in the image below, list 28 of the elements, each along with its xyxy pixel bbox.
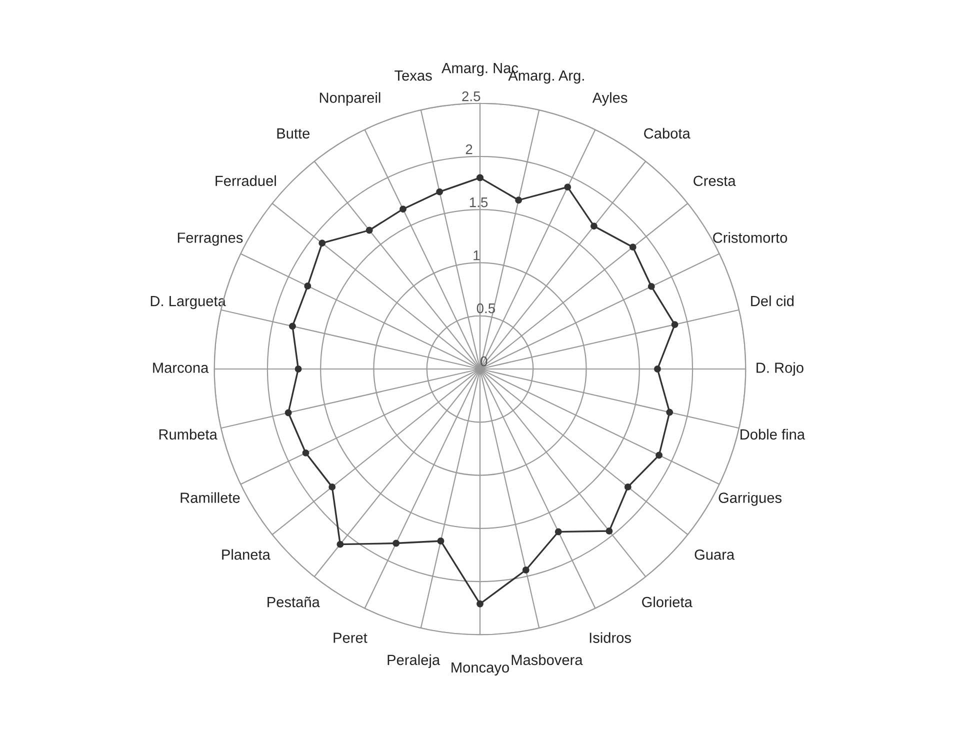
y-tick-label: 2.5 <box>462 91 480 102</box>
spoke-label: Ramillete <box>180 492 240 503</box>
y-tick-label: 2 <box>466 144 472 154</box>
spoke-label: Del cid <box>751 296 794 306</box>
spoke-label: Ferraduel <box>216 175 276 186</box>
spoke-label: Butte <box>277 128 310 139</box>
spoke-label: D. Rojo <box>756 362 804 376</box>
spoke-label: Ayles <box>592 92 628 106</box>
spoke-label: Peraleja <box>388 654 440 668</box>
spoke-label: Cabota <box>644 128 690 139</box>
spoke-label: Isidros <box>590 632 631 643</box>
spoke-label: Cristomorto <box>713 232 788 243</box>
spoke-label: Garrigues <box>718 492 782 506</box>
spoke-label: Cresta <box>694 176 736 186</box>
spoke-label: Doble fina <box>740 428 806 440</box>
spoke-label: Planeta <box>222 549 270 560</box>
spoke-label: Pestaña <box>268 596 320 608</box>
spoke-label: Rumbeta <box>159 428 218 440</box>
spoke-label: Peret <box>334 632 368 643</box>
spoke-label: Ferragnes <box>178 232 243 246</box>
spoke-label: Texas <box>394 70 432 81</box>
spoke-label: Guara <box>694 549 735 560</box>
spoke-label: Masbovera <box>512 654 583 666</box>
spoke-label: Marcona <box>153 362 209 373</box>
spoke-label: Glorieta <box>642 596 692 608</box>
spoke-label: Moncayo <box>452 662 509 676</box>
spoke-label: D. Largueta <box>150 296 226 310</box>
spoke-label: Nonpareil <box>320 92 380 106</box>
